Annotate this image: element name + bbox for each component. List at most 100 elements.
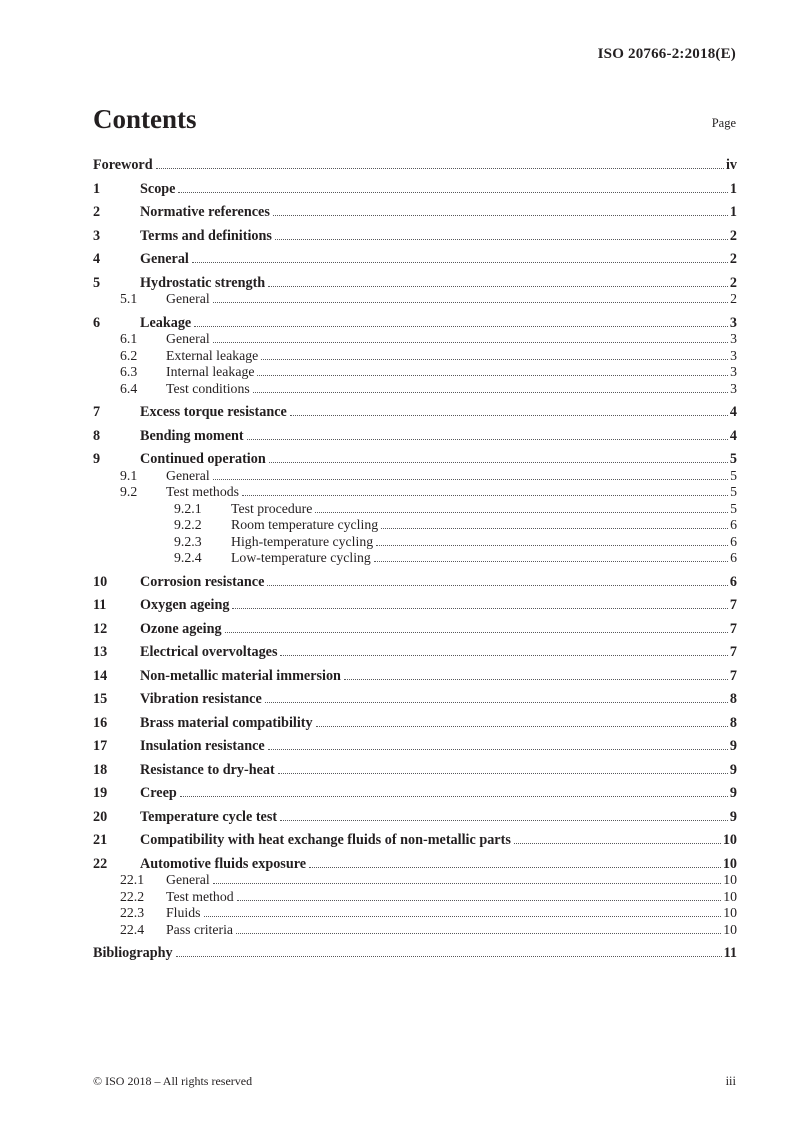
- toc-leader-dots: [309, 866, 721, 868]
- toc-entry-label: Corrosion resistance: [140, 573, 265, 590]
- toc-entry: 13 Electrical overvoltages 7: [93, 644, 737, 661]
- toc-entry: 10 Corrosion resistance 6: [93, 574, 737, 591]
- toc-leader-dots: [343, 678, 728, 680]
- toc-entry: 22.2 Test method 10: [93, 889, 737, 906]
- toc-entry: 12 Ozone ageing 7: [93, 621, 737, 638]
- toc-entry-label: General: [166, 467, 210, 483]
- toc-entry-number: 5.1: [120, 291, 138, 306]
- toc-entry-number: 9.2.2: [174, 517, 202, 532]
- toc-leader-dots: [252, 391, 729, 393]
- toc-leader-dots: [178, 191, 728, 193]
- toc-entry-label: Test procedure: [231, 500, 313, 516]
- toc-entry-page: 3: [730, 380, 737, 396]
- toc-entry: 17 Insulation resistance 9: [93, 738, 737, 755]
- toc-leader-dots: [268, 285, 728, 287]
- toc-leader-dots: [376, 544, 729, 546]
- toc-entry-number: 9.2: [120, 484, 138, 499]
- page-footer: © ISO 2018 – All rights reserved iii: [93, 1074, 736, 1089]
- toc-entry-page: 7: [729, 667, 737, 684]
- toc-entry: 4 General 2: [93, 251, 737, 268]
- toc-leader-dots: [264, 702, 728, 703]
- toc-entry: 15 Vibration resistance 8: [93, 691, 737, 708]
- toc-leader-dots: [257, 375, 729, 376]
- toc-entry-label: Ozone ageing: [140, 620, 222, 637]
- toc-entry-number: 11: [93, 597, 107, 613]
- toc-entry-number: 6: [93, 314, 101, 331]
- toc-leader-dots: [274, 238, 728, 240]
- toc-entry: 6.3 Internal leakage 3: [93, 364, 737, 381]
- toc-leader-dots: [203, 916, 722, 917]
- toc-leader-dots: [232, 608, 728, 609]
- toc-entry: 11 Oxygen ageing 7: [93, 597, 737, 614]
- toc-entry-page: 6: [730, 533, 737, 549]
- page-column-label: Page: [711, 116, 736, 130]
- toc-entry-label: Bibliography: [93, 945, 173, 961]
- toc-leader-dots: [272, 215, 728, 216]
- toc-entry-label: Compatibility with heat exchange fluids …: [140, 832, 511, 848]
- toc-leader-dots: [277, 772, 728, 774]
- toc-entry: 16 Brass material compatibility 8: [93, 715, 737, 732]
- toc-entry-page: 3: [729, 314, 737, 331]
- toc-entry-number: 22.2: [120, 888, 145, 904]
- toc-entry: 6.1 General 3: [93, 331, 737, 348]
- toc-entry: 22.3 Fluids 10: [93, 905, 737, 922]
- toc-entry-label: Normative references: [140, 204, 270, 220]
- toc-entry-page: 10: [723, 921, 737, 937]
- toc-entry-page: 6: [730, 550, 737, 565]
- toc-entry-label: Temperature cycle test: [140, 808, 278, 825]
- toc-entry-page: 6: [729, 573, 737, 590]
- toc-entry-number: 8: [93, 427, 101, 444]
- toc-entry-number: 20: [93, 808, 108, 825]
- toc-entry: 9.2.3 High-temperature cycling 6: [93, 534, 737, 551]
- toc-leader-dots: [212, 302, 729, 303]
- toc-entry-label: Continued operation: [140, 451, 266, 467]
- toc-entry-number: 18: [93, 761, 108, 778]
- toc-entry-page: 7: [729, 644, 737, 660]
- toc-entry-page: 3: [730, 347, 737, 363]
- toc-entry: 8 Bending moment 4: [93, 428, 737, 445]
- toc-entry-number: 4: [93, 251, 101, 267]
- toc-entry: 20 Temperature cycle test 9: [93, 809, 737, 826]
- toc-entry: 5.1 General 2: [93, 291, 737, 308]
- toc-entry-number: 10: [93, 573, 108, 590]
- toc-entry: Foreword iv: [93, 157, 737, 174]
- toc-entry-page: 3: [730, 331, 737, 346]
- toc-leader-dots: [242, 495, 729, 496]
- toc-entry: 19 Creep 9: [93, 785, 737, 802]
- toc-leader-dots: [236, 932, 722, 934]
- toc-entry-number: 15: [93, 691, 108, 707]
- toc-entry-page: 10: [722, 855, 737, 872]
- toc-entry-page: 4: [729, 427, 737, 444]
- toc-entry-number: 12: [93, 620, 108, 637]
- toc-entry-label: Brass material compatibility: [140, 714, 313, 731]
- contents-title: Contents: [93, 104, 197, 134]
- toc-entry: 22.4 Pass criteria 10: [93, 922, 737, 939]
- toc-entry-label: Fluids: [166, 905, 201, 920]
- toc-entry-page: 11: [723, 945, 737, 961]
- toc-leader-dots: [236, 899, 722, 901]
- toc-entry-number: 2: [93, 204, 101, 220]
- toc-entry-number: 22.4: [120, 921, 145, 937]
- toc-entry-number: 14: [93, 667, 108, 684]
- toc-entry-label: Test method: [166, 888, 234, 904]
- toc-entry-page: 9: [729, 785, 737, 801]
- toc-entry-label: Vibration resistance: [140, 691, 262, 707]
- toc-leader-dots: [315, 725, 728, 727]
- toc-entry-label: Terms and definitions: [140, 227, 272, 244]
- toc-entry-number: 9.2.1: [174, 500, 202, 516]
- toc-entry-page: 8: [729, 691, 737, 707]
- toc-list: Foreword iv 1 Scope 1 2 Normative refere…: [93, 150, 737, 962]
- toc-entry-label: Excess torque resistance: [140, 404, 287, 420]
- toc-entry: 1 Scope 1: [93, 181, 737, 198]
- toc-entry-number: 22.1: [120, 872, 145, 887]
- toc-entry-page: 10: [723, 872, 737, 887]
- toc-leader-dots: [179, 796, 728, 797]
- toc-entry: 3 Terms and definitions 2: [93, 228, 737, 245]
- toc-entry-label: Test methods: [166, 484, 239, 499]
- toc-leader-dots: [280, 655, 728, 656]
- toc-entry: 14 Non-metallic material immersion 7: [93, 668, 737, 685]
- toc-entry-number: 21: [93, 832, 108, 848]
- toc-entry-page: 9: [729, 738, 737, 754]
- toc-entry-page: 10: [723, 888, 737, 904]
- toc-entry-number: 9: [93, 451, 101, 467]
